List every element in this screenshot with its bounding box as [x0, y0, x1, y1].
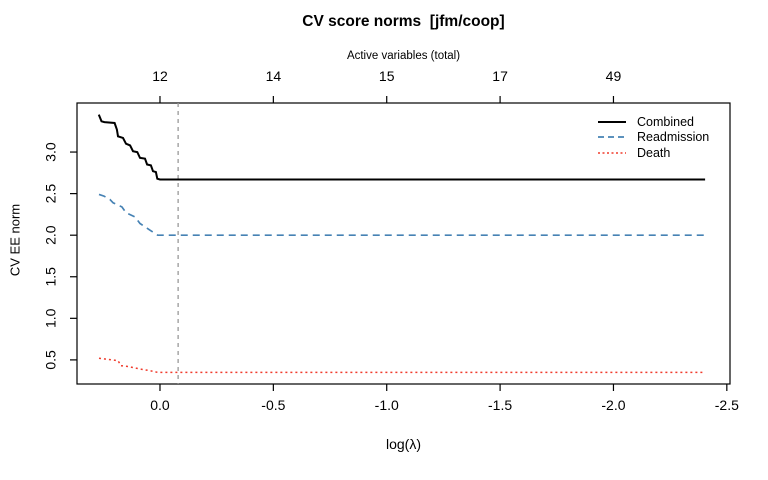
y-tick-label: 0.5: [43, 350, 59, 370]
x-tick-label: -0.5: [261, 397, 285, 413]
series-line-death: [98, 357, 706, 374]
x-tick-label: -1.0: [375, 397, 399, 413]
legend-label: Death: [637, 145, 671, 160]
legend-item-combined: Combined: [597, 114, 709, 130]
legend-label: Readmission: [637, 130, 710, 145]
y-tick-label: 2.5: [43, 184, 59, 204]
top-tick-label: 49: [606, 68, 622, 84]
y-tick-label: 1.5: [43, 267, 59, 287]
top-tick-label: 14: [266, 68, 282, 84]
legend-line-sample: [598, 152, 626, 154]
x-axis-label: log(λ): [385, 436, 421, 452]
top-tick-label: 15: [379, 68, 395, 84]
y-tick-label: 3.0: [43, 142, 59, 162]
series-line-readmission: [98, 193, 706, 237]
top-axis-label: Active variables (total): [346, 50, 461, 62]
legend-label: Combined: [637, 114, 694, 129]
x-tick-label: -1.5: [488, 397, 512, 413]
chart-title: CV score norms [jfm/coop]: [302, 13, 505, 30]
legend-line-sample: [598, 136, 626, 139]
series-line-combined: [97, 114, 706, 181]
y-tick-label: 2.0: [43, 225, 59, 245]
legend-item-readmission: Readmission: [597, 130, 709, 146]
plot-border: [76, 102, 731, 385]
x-tick-label: -2.5: [715, 397, 739, 413]
top-tick-label: 17: [492, 68, 508, 84]
y-axis-label: CV EE norm: [7, 203, 23, 277]
top-tick-label: 12: [152, 68, 168, 84]
legend-item-death: Death: [597, 145, 709, 161]
x-tick-label: -2.0: [601, 397, 625, 413]
y-tick-label: 1.0: [43, 308, 59, 328]
legend: Combined Readmission Death: [597, 114, 709, 161]
x-tick-label: 0.0: [150, 397, 170, 413]
legend-line-sample: [598, 120, 626, 123]
